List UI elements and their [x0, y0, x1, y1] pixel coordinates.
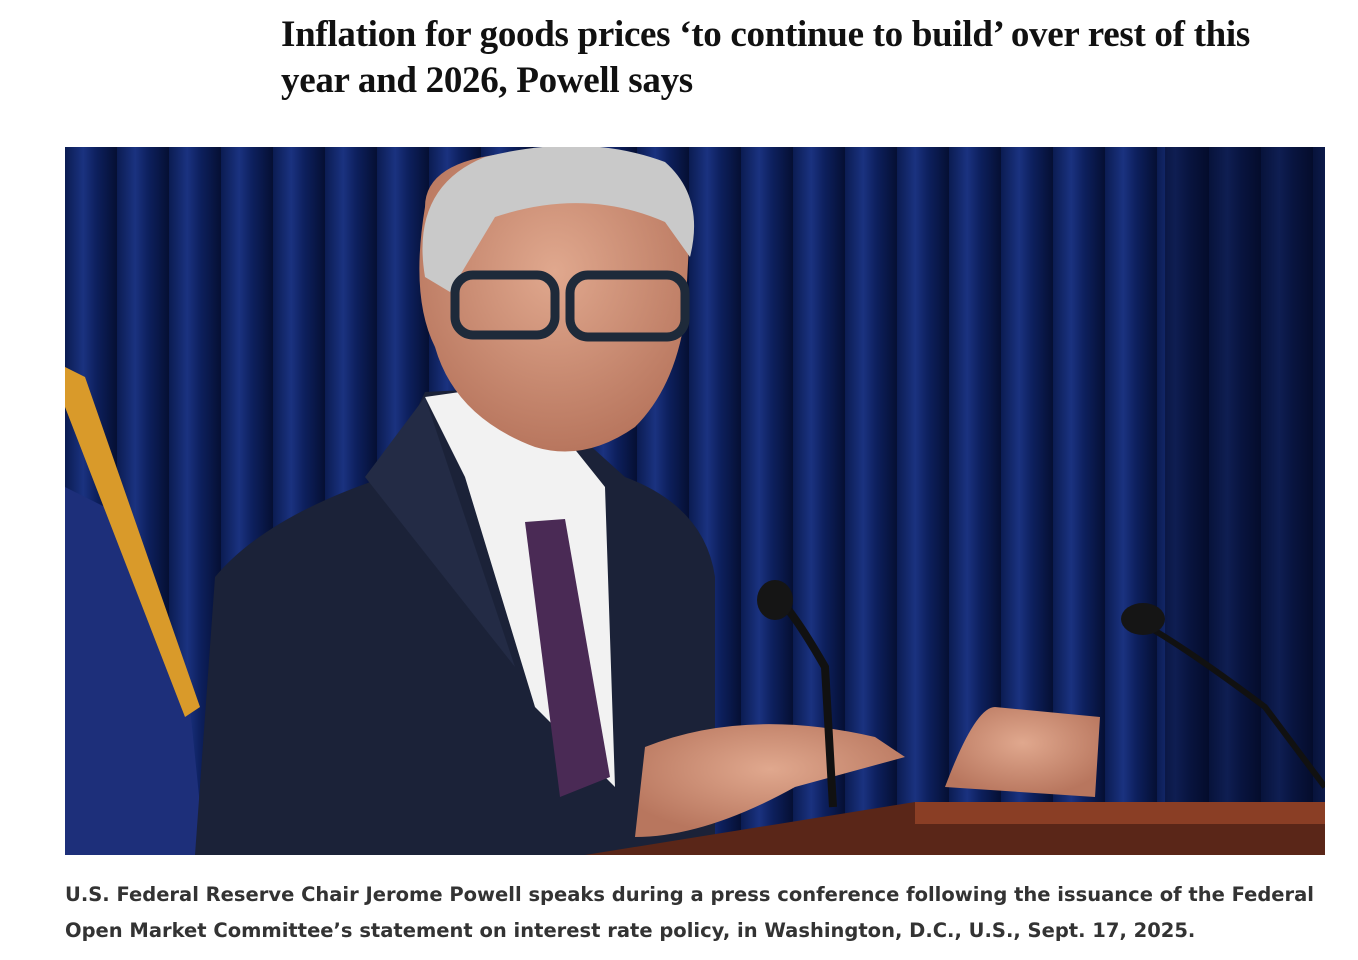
headline: Inflation for goods prices ‘to continue … [281, 14, 1250, 101]
image-caption: U.S. Federal Reserve Chair Jerome Powell… [65, 883, 1314, 942]
article-photo [65, 147, 1325, 855]
